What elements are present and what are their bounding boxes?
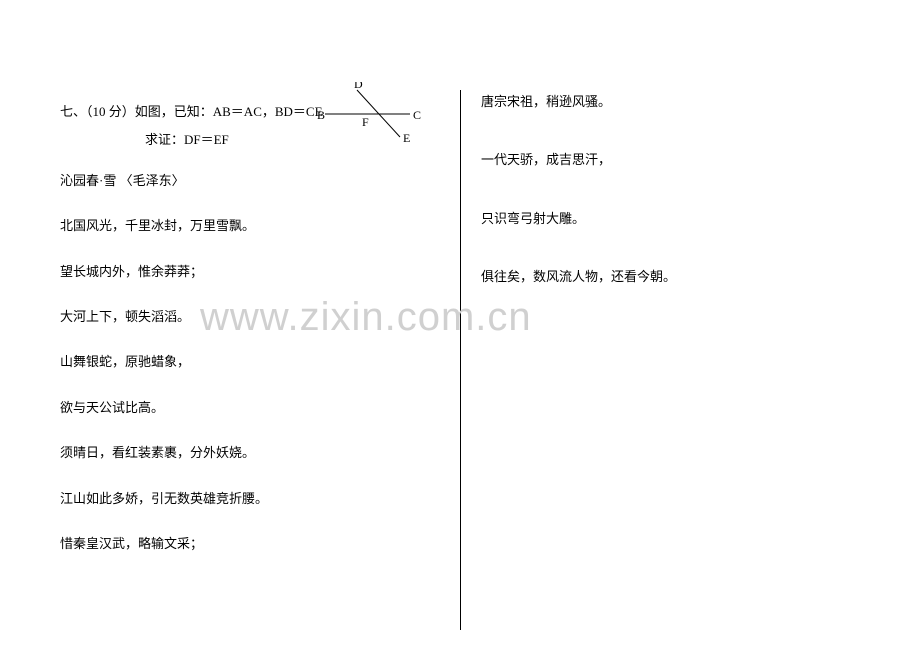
poem-right-line-2: 只识弯弓射大雕。 xyxy=(481,207,860,230)
poem-title: 沁园春·雪 〈毛泽东〉 xyxy=(60,169,440,192)
point-label-d: D xyxy=(354,82,363,91)
point-label-f: F xyxy=(362,115,369,129)
poem-left-line-6: 江山如此多娇，引无数英雄竞折腰。 xyxy=(60,487,440,510)
left-column: D B F C E 七、（10 分）如图，已知：AB＝AC，BD＝CE 求证：D… xyxy=(60,90,460,630)
poem-left-line-1: 望长城内外，惟余莽莽； xyxy=(60,260,440,283)
point-label-b: B xyxy=(317,108,325,122)
poem-left-line-5: 须晴日，看红装素裹，分外妖娆。 xyxy=(60,441,440,464)
poem-left-line-3: 山舞银蛇，原驰蜡象， xyxy=(60,350,440,373)
poem-right-line-0: 唐宗宋祖，稍逊风骚。 xyxy=(481,90,860,113)
geometry-figure: D B F C E xyxy=(315,82,430,142)
poem-left-line-2: 大河上下，顿失滔滔。 xyxy=(60,305,440,328)
point-label-e: E xyxy=(403,131,410,142)
poem-left-line-7: 惜秦皇汉武，略输文采； xyxy=(60,532,440,555)
poem-left-line-4: 欲与天公试比高。 xyxy=(60,396,440,419)
right-column: 唐宗宋祖，稍逊风骚。 一代天骄，成吉思汗， 只识弯弓射大雕。 俱往矣，数风流人物… xyxy=(460,90,860,630)
poem-right-line-1: 一代天骄，成吉思汗， xyxy=(481,148,860,171)
content-area: D B F C E 七、（10 分）如图，已知：AB＝AC，BD＝CE 求证：D… xyxy=(60,90,860,630)
poem-right-line-3: 俱往矣，数风流人物，还看今朝。 xyxy=(481,265,860,288)
poem-left-line-0: 北国风光，千里冰封，万里雪飘。 xyxy=(60,214,440,237)
point-label-c: C xyxy=(413,108,421,122)
